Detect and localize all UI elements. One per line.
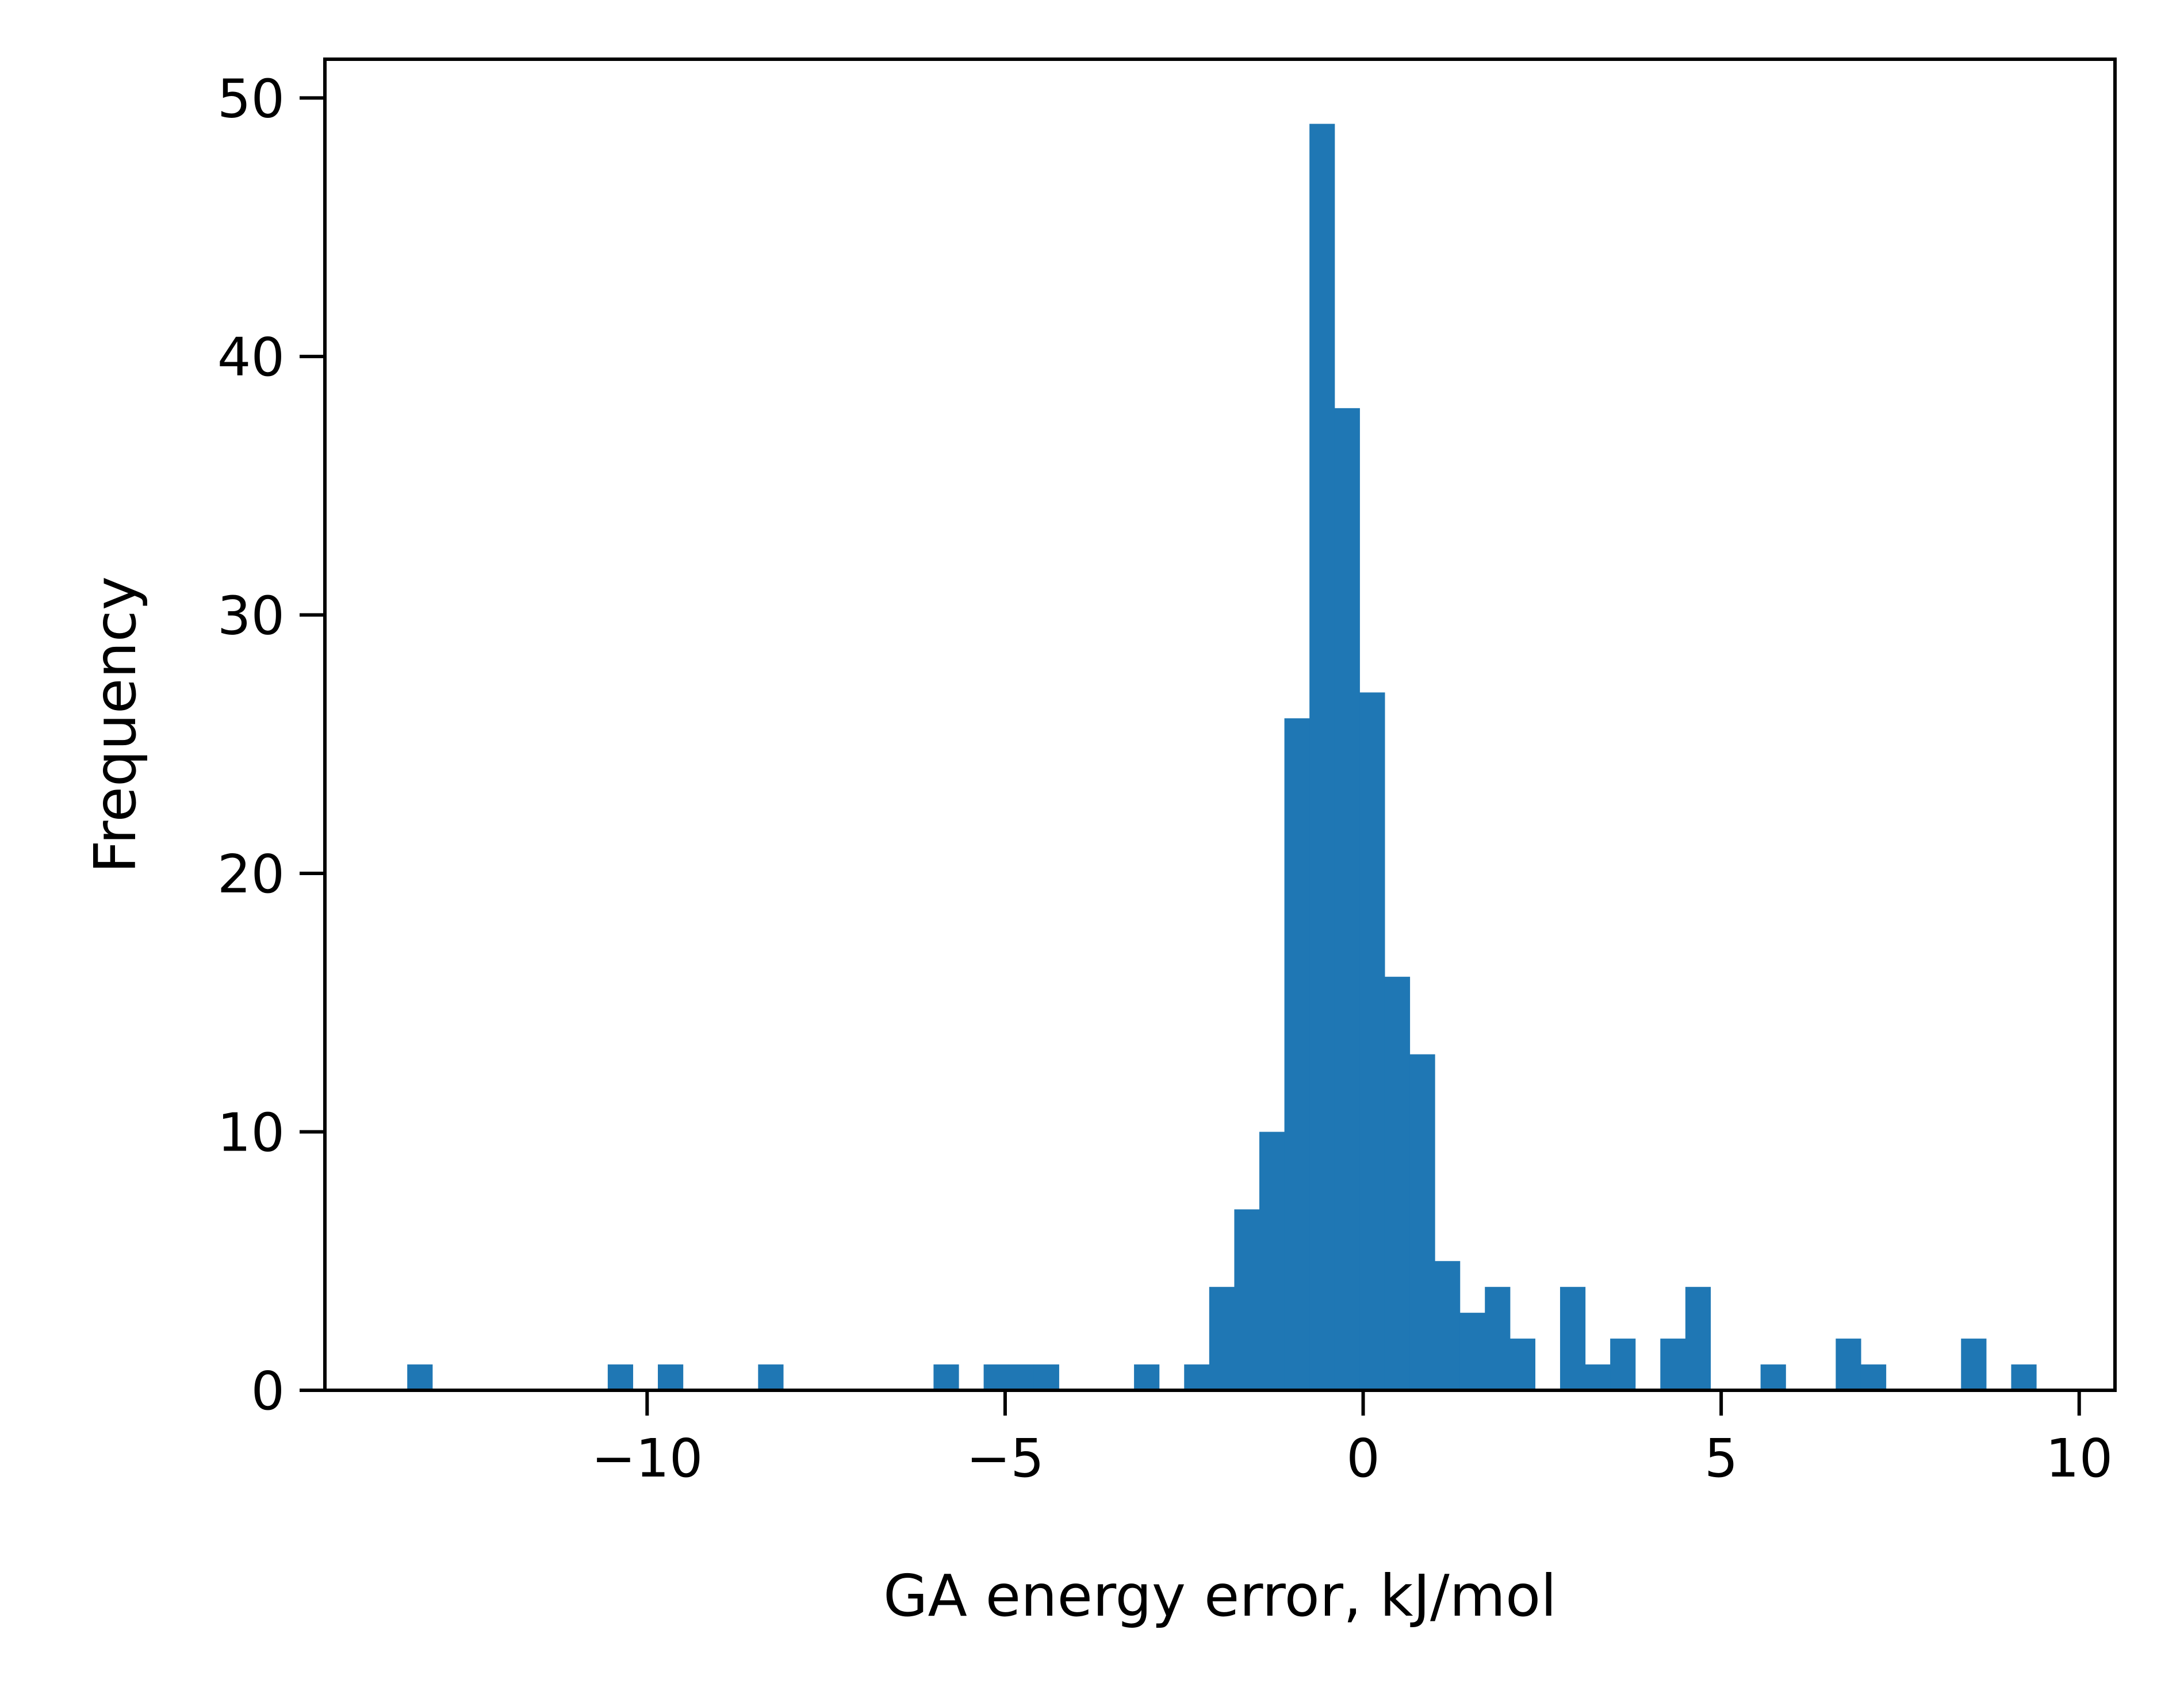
- bars-group: [407, 124, 2037, 1390]
- histogram-bar-32: [2011, 1364, 2037, 1390]
- histogram-bar-21: [1485, 1287, 1511, 1390]
- y-tick-label-2: 20: [217, 843, 285, 905]
- histogram-bar-22: [1509, 1339, 1535, 1390]
- x-tick-label-4: 10: [2045, 1428, 2113, 1489]
- x-tick-label-0: −10: [591, 1428, 703, 1489]
- histogram-bar-5: [983, 1364, 1009, 1390]
- histogram-bar-2: [658, 1364, 684, 1390]
- histogram-bar-7: [1033, 1364, 1059, 1390]
- x-axis-ticks: −10 −5 0 5 10: [591, 1390, 2113, 1489]
- histogram-bar-20: [1459, 1313, 1485, 1390]
- y-tick-label-3: 30: [217, 585, 285, 646]
- histogram-bar-23: [1560, 1287, 1586, 1390]
- histogram-bar-4: [933, 1364, 959, 1390]
- histogram-bar-28: [1760, 1364, 1786, 1390]
- histogram-bar-9: [1184, 1364, 1210, 1390]
- y-tick-label-5: 50: [217, 68, 285, 129]
- histogram-bar-18: [1409, 1054, 1435, 1390]
- plot-frame: [323, 57, 2117, 1392]
- histogram-bar-26: [1660, 1339, 1686, 1390]
- x-tick-label-2: 0: [1346, 1428, 1380, 1489]
- y-tick-label-4: 40: [217, 327, 285, 388]
- x-axis-label: GA energy error, kJ/mol: [883, 1562, 1557, 1629]
- histogram-bar-6: [1009, 1364, 1034, 1390]
- histogram-bar-16: [1359, 692, 1385, 1390]
- histogram-bar-24: [1585, 1364, 1611, 1390]
- histogram-bar-25: [1610, 1339, 1636, 1390]
- histogram-bar-1: [607, 1364, 634, 1390]
- histogram-bar-11: [1234, 1209, 1260, 1390]
- y-axis-label: Frequency: [82, 576, 149, 873]
- histogram-bar-19: [1435, 1261, 1461, 1390]
- x-tick-label-3: 5: [1704, 1428, 1738, 1489]
- histogram-bar-15: [1334, 408, 1360, 1390]
- histogram-bar-31: [1961, 1339, 1987, 1390]
- y-tick-label-1: 10: [217, 1102, 285, 1163]
- histogram-bar-27: [1685, 1287, 1711, 1390]
- histogram-bar-10: [1209, 1287, 1235, 1390]
- histogram-bar-30: [1860, 1364, 1887, 1390]
- y-axis-ticks: 0 10 20 30 40 50: [217, 68, 325, 1422]
- x-tick-label-1: −5: [966, 1428, 1044, 1489]
- histogram-bar-0: [407, 1364, 433, 1390]
- histogram-bar-14: [1309, 124, 1335, 1390]
- histogram-bar-17: [1384, 976, 1411, 1390]
- histogram-bar-3: [758, 1364, 784, 1390]
- histogram-bar-12: [1259, 1132, 1285, 1390]
- histogram-bar-13: [1284, 718, 1310, 1390]
- histogram-bar-8: [1134, 1364, 1160, 1390]
- y-tick-label-0: 0: [251, 1360, 285, 1422]
- histogram-bar-29: [1836, 1339, 1861, 1390]
